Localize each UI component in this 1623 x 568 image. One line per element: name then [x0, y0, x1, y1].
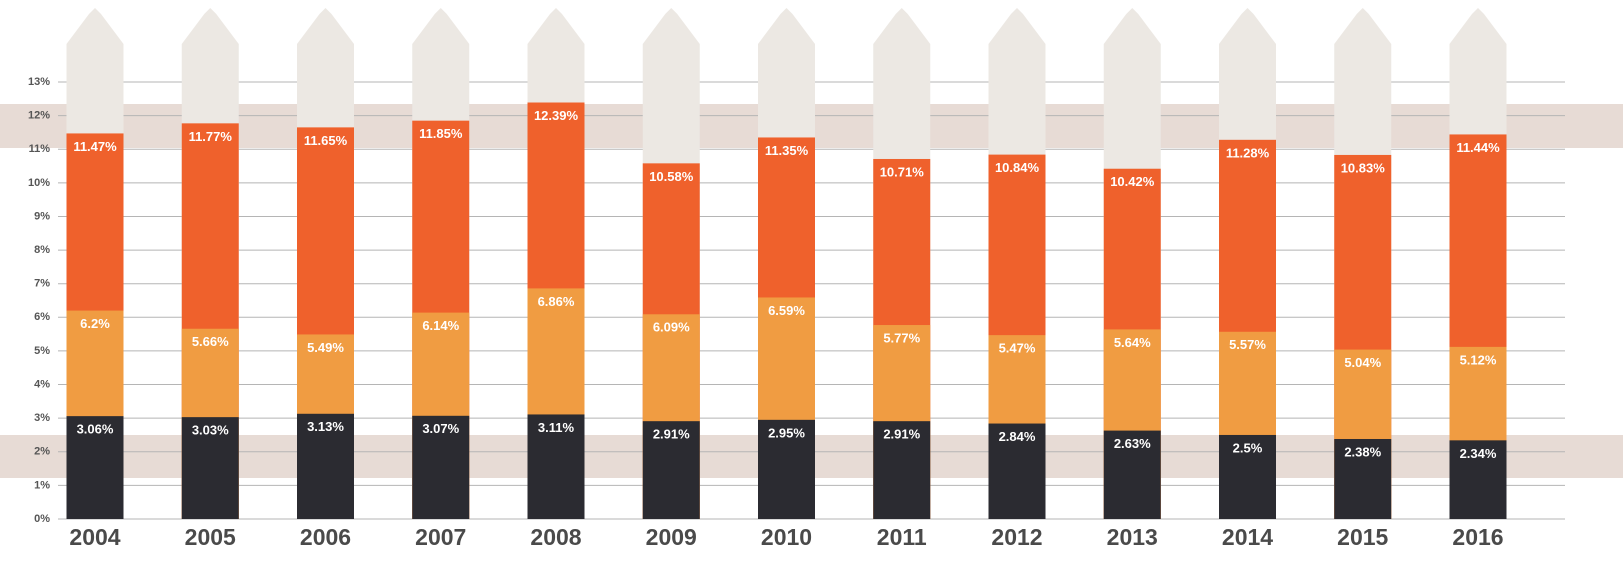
value-label: 6.59%	[768, 303, 805, 318]
value-label: 2.5%	[1233, 440, 1263, 455]
value-label: 11.65%	[304, 133, 348, 148]
x-tick-label: 2011	[877, 524, 927, 550]
value-label: 3.06%	[77, 422, 114, 437]
x-tick-label: 2010	[761, 524, 812, 550]
x-tick-label: 2007	[415, 524, 466, 550]
x-tick-label: 2005	[185, 524, 236, 550]
x-tick-label: 2006	[300, 524, 351, 550]
value-label: 3.07%	[422, 421, 459, 436]
x-tick-label: 2004	[69, 524, 120, 550]
y-tick-label: 13%	[28, 76, 50, 88]
y-tick-label: 11%	[29, 143, 51, 155]
value-label: 3.03%	[192, 423, 229, 438]
value-label: 2.34%	[1460, 446, 1497, 461]
value-label: 5.12%	[1460, 352, 1497, 367]
y-tick-label: 4%	[34, 378, 50, 390]
value-label: 10.58%	[649, 169, 694, 184]
value-label: 2.84%	[999, 429, 1036, 444]
y-tick-label: 6%	[34, 311, 50, 323]
value-label: 10.71%	[880, 164, 925, 179]
value-label: 6.09%	[653, 320, 690, 335]
value-label: 5.77%	[883, 330, 920, 345]
x-tick-label: 2008	[530, 524, 581, 550]
x-tick-label: 2015	[1337, 524, 1388, 550]
value-label: 5.64%	[1114, 335, 1151, 350]
value-label: 11.77%	[189, 129, 233, 144]
value-label: 2.91%	[653, 427, 690, 442]
value-label: 11.35%	[765, 143, 809, 158]
value-label: 6.14%	[422, 318, 459, 333]
value-label: 2.95%	[768, 425, 805, 440]
x-tick-label: 2012	[991, 524, 1042, 550]
value-label: 2.91%	[883, 427, 920, 442]
value-label: 11.44%	[1456, 140, 1500, 155]
x-tick-label: 2016	[1452, 524, 1503, 550]
y-tick-label: 3%	[34, 412, 50, 424]
value-label: 10.83%	[1341, 160, 1386, 175]
y-tick-label: 12%	[28, 110, 50, 122]
value-label: 3.11%	[538, 420, 575, 435]
value-label: 6.2%	[80, 316, 110, 331]
value-label: 5.49%	[307, 340, 344, 355]
x-tick-label: 2014	[1222, 524, 1273, 550]
y-tick-label: 8%	[34, 244, 50, 256]
chart: 0% 1% 2% 3% 4% 5% 6% 7% 8% 9% 10% 11% 12% 13% 2004 200…	[0, 0, 1623, 568]
y-tick-label: 9%	[34, 210, 50, 222]
y-tick-label: 5%	[34, 345, 50, 357]
y-tick-label: 10%	[28, 177, 50, 189]
value-label: 11.28%	[1226, 145, 1270, 160]
value-label: 10.42%	[1110, 174, 1155, 189]
x-tick-label: 2009	[646, 524, 697, 550]
value-label: 6.86%	[538, 294, 575, 309]
value-label: 10.84%	[995, 160, 1040, 175]
value-label: 2.63%	[1114, 436, 1151, 451]
y-tick-label: 1%	[34, 479, 50, 491]
value-label: 2.38%	[1344, 444, 1381, 459]
value-label: 3.13%	[307, 419, 344, 434]
y-tick-label: 2%	[34, 446, 50, 458]
value-label: 11.47%	[73, 139, 117, 154]
value-label: 5.57%	[1229, 337, 1266, 352]
x-tick-label: 2013	[1107, 524, 1158, 550]
y-tick-label: 0%	[34, 513, 50, 525]
y-tick-label: 7%	[34, 278, 50, 290]
value-label: 12.39%	[534, 108, 579, 123]
value-label: 5.66%	[192, 334, 229, 349]
value-label: 5.47%	[999, 341, 1036, 356]
value-label: 11.85%	[419, 126, 463, 141]
value-label: 5.04%	[1344, 355, 1381, 370]
